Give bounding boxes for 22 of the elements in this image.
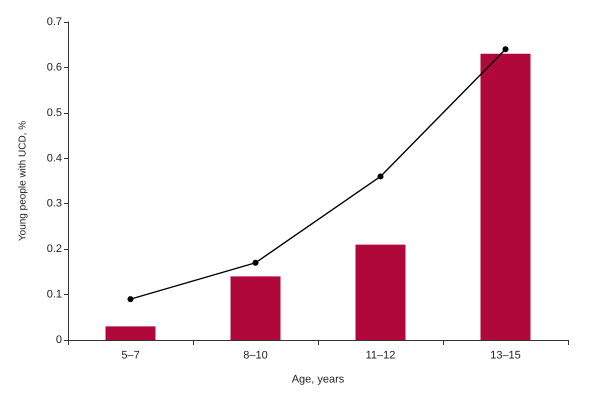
point — [378, 173, 384, 180]
y-tick-label: 0.1 — [46, 288, 62, 301]
point — [502, 46, 508, 52]
x-tick-label: 13–15 — [490, 350, 521, 362]
y-tick-label: 0.3 — [46, 198, 62, 210]
point — [128, 296, 134, 302]
y-tick-label: 0.4 — [46, 152, 62, 164]
x-axis-title: Age, years — [292, 374, 345, 386]
y-axis-title: Young people with UCD, % — [18, 120, 28, 242]
y-tick-label: 0.7 — [46, 16, 62, 28]
bar — [480, 54, 530, 340]
point — [252, 260, 258, 266]
bar — [106, 326, 156, 340]
y-tick-label: 0.5 — [46, 106, 62, 119]
bar — [230, 276, 280, 340]
bar — [356, 244, 406, 340]
y-tick-label: 0.2 — [46, 243, 62, 256]
y-tick-label: 0 — [56, 334, 62, 346]
x-tick-label: 11–12 — [366, 350, 396, 362]
y-tick-label: 0.6 — [46, 61, 62, 74]
x-tick-label: 5–7 — [121, 350, 140, 362]
x-tick-label: 8–10 — [243, 350, 268, 362]
